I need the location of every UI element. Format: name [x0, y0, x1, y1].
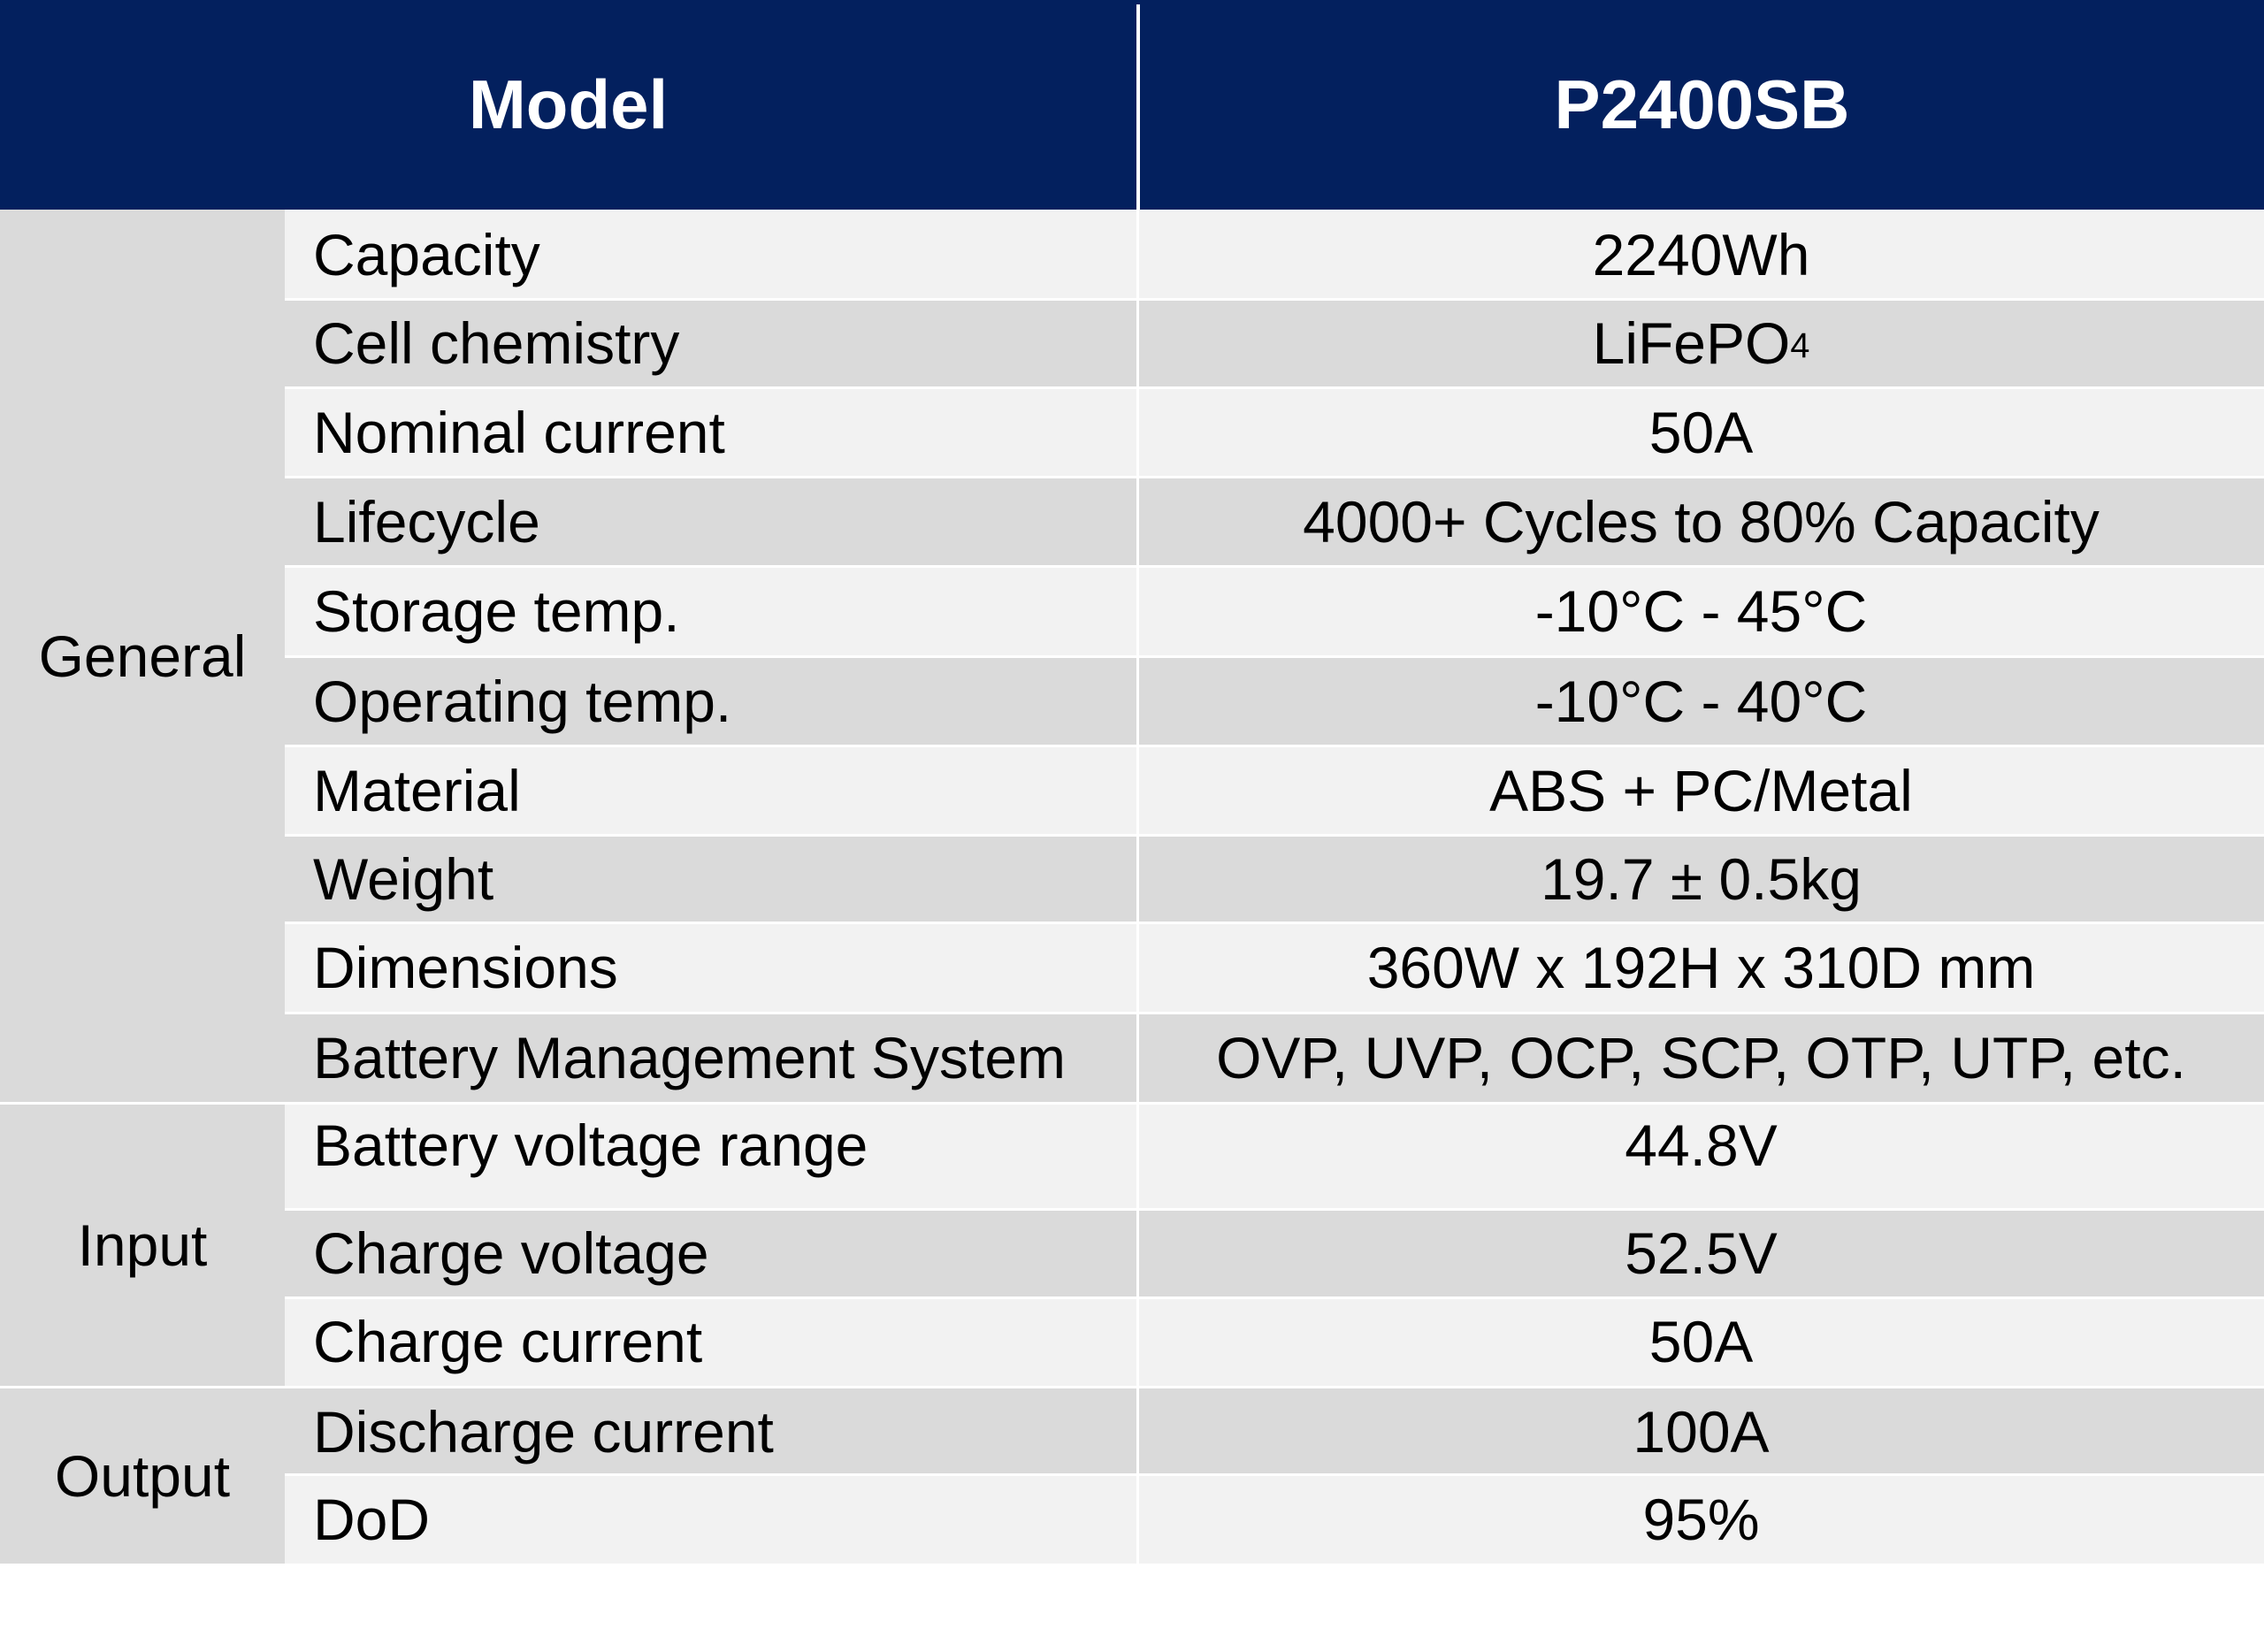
row-label: Material	[313, 757, 521, 823]
table-header: Model P2400SB	[0, 0, 2264, 210]
header-model-name: P2400SB	[1554, 65, 1850, 143]
row-value: 360W x 192H x 310D mm	[1366, 935, 2036, 1000]
table-row: Battery voltage range 44.8V	[285, 1105, 2264, 1209]
table-row: Battery Management System OVP, UVP, OCP,…	[285, 1013, 2264, 1102]
value-subscript: 4	[1790, 326, 1810, 366]
column-divider	[1136, 210, 1139, 1564]
row-value: 50A	[1648, 399, 1754, 465]
row-value: 95%	[1642, 1486, 1760, 1552]
row-label: Dimensions	[313, 935, 618, 1000]
row-divider	[285, 386, 2264, 389]
table-row: Dimensions 360W x 192H x 310D mm	[285, 922, 2264, 1013]
row-label: Battery voltage range	[313, 1113, 868, 1178]
group-divider	[0, 1386, 2264, 1388]
table-row: Charge current 50A	[285, 1297, 2264, 1386]
row-value: LiFePO 4	[1138, 299, 2264, 387]
table-row: Storage temp. -10°C - 45°C	[285, 566, 2264, 656]
group-general: General	[0, 210, 285, 1102]
row-value: OVP, UVP, OCP, SCP, OTP, UTP, etc.	[1216, 1024, 2186, 1090]
row-divider	[285, 922, 2264, 924]
table-row: Weight 19.7 ± 0.5kg	[285, 835, 2264, 922]
row-value: 4000+ Cycles to 80% Capacity	[1303, 488, 2100, 554]
row-value: 19.7 ± 0.5kg	[1541, 845, 1862, 912]
table-row: Discharge current 100A	[285, 1388, 2264, 1474]
row-label: Weight	[313, 845, 494, 912]
row-value: 50A	[1648, 1309, 1754, 1374]
row-label: Charge voltage	[313, 1220, 709, 1286]
row-value: -10°C - 40°C	[1534, 668, 1868, 734]
value-text: LiFePO	[1592, 310, 1791, 376]
table-row: Cell chemistry LiFePO 4	[285, 299, 2264, 387]
row-divider	[285, 298, 2264, 301]
group-divider	[0, 1102, 2264, 1105]
row-value: 44.8V	[1625, 1113, 1778, 1178]
header-divider	[1136, 4, 1140, 210]
table-row: Charge voltage 52.5V	[285, 1209, 2264, 1297]
row-divider	[285, 745, 2264, 747]
row-label: Lifecycle	[313, 488, 540, 554]
row-divider	[285, 565, 2264, 568]
row-value: ABS + PC/Metal	[1489, 757, 1913, 823]
row-value: 100A	[1633, 1398, 1770, 1465]
group-input: Input	[0, 1105, 285, 1386]
table-row: Operating temp. -10°C - 40°C	[285, 656, 2264, 746]
row-divider	[285, 834, 2264, 837]
row-label: Cell chemistry	[313, 310, 680, 376]
table-row: Material ABS + PC/Metal	[285, 746, 2264, 835]
group-output: Output	[0, 1388, 285, 1564]
row-label: DoD	[313, 1486, 431, 1552]
row-divider	[285, 1473, 2264, 1476]
table-row: Nominal current 50A	[285, 387, 2264, 477]
row-label: Battery Management System	[313, 1024, 1067, 1090]
row-label: Charge current	[313, 1309, 703, 1374]
row-divider	[285, 1296, 2264, 1299]
row-label: Nominal current	[313, 399, 725, 465]
table-row: Lifecycle 4000+ Cycles to 80% Capacity	[285, 477, 2264, 566]
header-model-label: Model	[468, 65, 669, 143]
row-value: 52.5V	[1625, 1220, 1778, 1286]
row-value: -10°C - 45°C	[1534, 578, 1868, 644]
row-divider	[285, 1012, 2264, 1014]
row-divider	[285, 476, 2264, 478]
row-label: Discharge current	[313, 1398, 774, 1465]
table-row: Capacity 2240Wh	[285, 210, 2264, 299]
table-row: DoD 95%	[285, 1474, 2264, 1564]
row-label: Storage temp.	[313, 578, 680, 644]
row-divider	[285, 1208, 2264, 1211]
row-divider	[285, 655, 2264, 658]
row-label: Operating temp.	[313, 668, 732, 734]
row-label: Capacity	[313, 221, 540, 287]
row-value: 2240Wh	[1592, 221, 1810, 287]
